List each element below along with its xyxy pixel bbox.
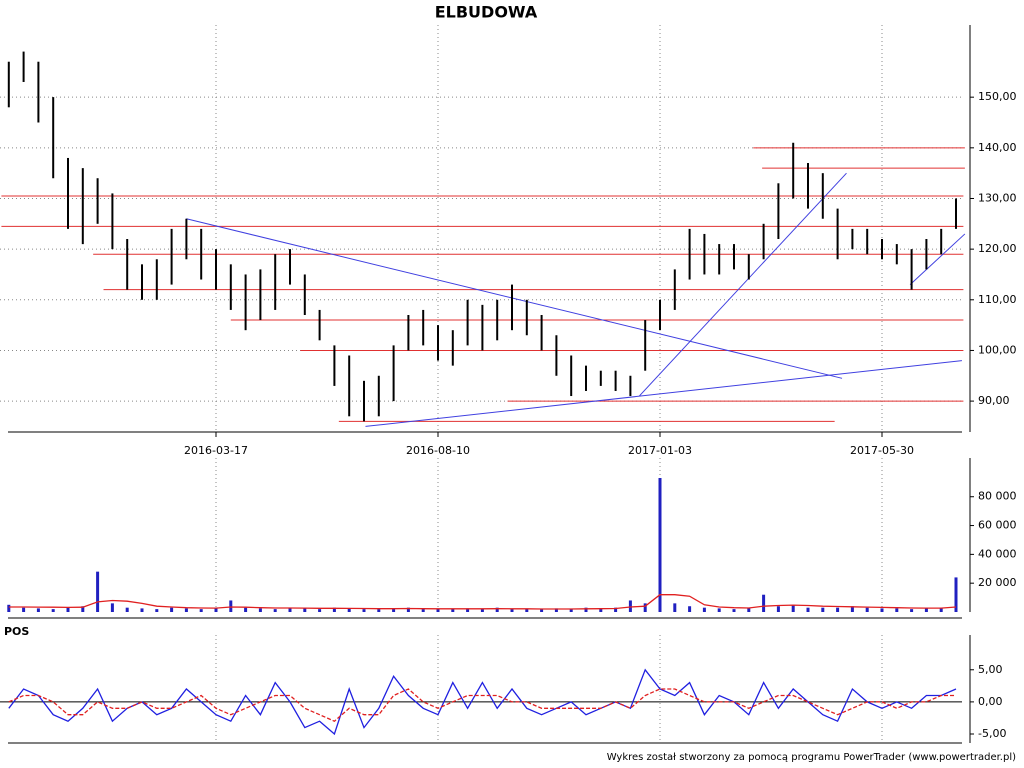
volume-bar bbox=[184, 608, 188, 612]
trend-line bbox=[909, 233, 966, 285]
indicator-line bbox=[8, 688, 956, 722]
volume-bar bbox=[229, 600, 233, 612]
volume-bar bbox=[910, 609, 914, 612]
trend-line bbox=[186, 218, 843, 379]
volume-bar bbox=[717, 608, 721, 612]
volume-bar bbox=[466, 608, 470, 612]
volume-bar bbox=[214, 608, 218, 612]
average-line bbox=[8, 594, 957, 610]
volume-bar bbox=[495, 607, 499, 612]
volume-bar bbox=[510, 609, 514, 612]
volume-bar bbox=[362, 609, 366, 612]
volume-bar bbox=[273, 609, 277, 612]
volume-bar bbox=[939, 607, 943, 612]
y-tick-label: 60 000 bbox=[978, 519, 1017, 532]
volume-bar bbox=[865, 607, 869, 612]
volume-bar bbox=[170, 607, 174, 612]
x-tick-label: 2017-01-03 bbox=[628, 444, 692, 457]
volume-bar bbox=[332, 607, 336, 612]
volume-bar bbox=[421, 609, 425, 612]
volume-bar bbox=[81, 606, 85, 612]
volume-bar bbox=[303, 608, 307, 612]
y-tick-label: 90,00 bbox=[978, 394, 1010, 407]
volume-bar bbox=[540, 609, 544, 612]
volume-bar bbox=[244, 607, 248, 612]
volume-bar bbox=[22, 607, 26, 612]
volume-bar bbox=[36, 608, 40, 612]
volume-bar bbox=[318, 609, 322, 612]
y-tick-label: 130,00 bbox=[978, 191, 1017, 204]
volume-bar bbox=[628, 600, 632, 612]
panel-title: POS bbox=[4, 625, 29, 638]
volume-bar bbox=[850, 606, 854, 612]
chart-title: ELBUDOWA bbox=[435, 3, 538, 22]
y-tick-label: 5,00 bbox=[978, 663, 1003, 676]
volume-bar bbox=[96, 571, 100, 612]
volume-bar bbox=[258, 608, 262, 612]
volume-bar bbox=[806, 607, 810, 612]
volume-bar bbox=[7, 604, 11, 612]
y-tick-label: 0,00 bbox=[978, 695, 1003, 708]
volume-bar bbox=[436, 609, 440, 612]
volume-bar bbox=[140, 608, 144, 612]
trend-line bbox=[365, 360, 962, 427]
volume-bar bbox=[584, 607, 588, 612]
y-tick-label: 100,00 bbox=[978, 343, 1017, 356]
volume-bar bbox=[525, 609, 529, 612]
volume-bar bbox=[880, 608, 884, 612]
volume-bar bbox=[51, 609, 55, 612]
volume-bar bbox=[66, 607, 70, 612]
y-tick-label: 150,00 bbox=[978, 90, 1017, 103]
volume-bar bbox=[392, 608, 396, 612]
volume-bar bbox=[554, 608, 558, 612]
volume-bar bbox=[347, 608, 351, 612]
volume-bar bbox=[762, 594, 766, 612]
x-tick-label: 2016-08-10 bbox=[406, 444, 470, 457]
trend-line bbox=[638, 172, 847, 397]
volume-bar bbox=[451, 609, 455, 612]
volume-bar bbox=[377, 609, 381, 612]
y-tick-label: 120,00 bbox=[978, 242, 1017, 255]
y-tick-label: 80 000 bbox=[978, 490, 1017, 503]
volume-bar bbox=[688, 606, 692, 612]
volume-bar bbox=[155, 609, 159, 612]
y-tick-label: 110,00 bbox=[978, 293, 1017, 306]
volume-bar bbox=[776, 606, 780, 612]
volume-bar bbox=[747, 607, 751, 612]
volume-bar bbox=[288, 607, 292, 612]
volume-bar bbox=[569, 609, 573, 612]
indicator-line bbox=[8, 668, 957, 736]
x-tick-label: 2017-05-30 bbox=[850, 444, 914, 457]
volume-bar bbox=[954, 577, 958, 612]
volume-bar bbox=[199, 609, 203, 612]
volume-bar bbox=[643, 603, 647, 612]
y-tick-label: -5,00 bbox=[978, 727, 1006, 740]
x-tick-label: 2016-03-17 bbox=[184, 444, 248, 457]
volume-bar bbox=[658, 478, 662, 612]
volume-bar bbox=[125, 607, 129, 612]
volume-bar bbox=[110, 603, 114, 612]
volume-bar bbox=[791, 604, 795, 612]
volume-bar bbox=[406, 607, 410, 612]
footer: Wykres został stworzony za pomocą progra… bbox=[607, 752, 1016, 763]
volume-bar bbox=[614, 607, 618, 612]
volume-bar bbox=[924, 608, 928, 612]
y-tick-label: 140,00 bbox=[978, 141, 1017, 154]
volume-bar bbox=[480, 609, 484, 612]
volume-bar bbox=[821, 607, 825, 612]
volume-bar bbox=[732, 609, 736, 612]
volume-bar bbox=[836, 607, 840, 612]
volume-bar bbox=[673, 603, 677, 612]
y-tick-label: 20 000 bbox=[978, 576, 1017, 589]
volume-bar bbox=[702, 607, 706, 612]
volume-bar bbox=[599, 608, 603, 612]
y-tick-label: 40 000 bbox=[978, 547, 1017, 560]
volume-bar bbox=[895, 608, 899, 612]
